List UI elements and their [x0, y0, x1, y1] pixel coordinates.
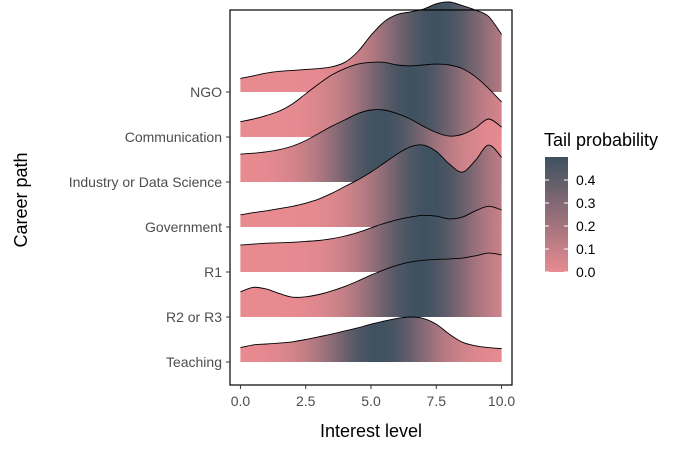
- ridge-communication: [240, 61, 502, 137]
- ridge-outline-government: [240, 144, 502, 216]
- legend-label-1: 0.3: [576, 195, 596, 211]
- x-tick-label-3: 7.5: [427, 393, 447, 409]
- y-tick-label-communication: Communication: [125, 129, 222, 145]
- x-axis-title: Interest level: [320, 421, 422, 441]
- y-tick-label-industry-or-data-science: Industry or Data Science: [69, 174, 223, 190]
- ridge-government: [240, 144, 502, 227]
- ridge-outline-teaching: [240, 316, 502, 349]
- x-tick-label-0: 0.0: [231, 393, 251, 409]
- x-tick-label-1: 2.5: [296, 393, 316, 409]
- ridge-area-teaching: [240, 317, 502, 362]
- legend-colorbar: [545, 157, 568, 272]
- y-tick-label-ngo: NGO: [190, 84, 222, 100]
- ridge-r2-or-r3: [240, 252, 502, 317]
- ridge-area-communication: [240, 61, 502, 137]
- x-tick-label-4: 10.0: [488, 393, 515, 409]
- y-tick-label-teaching: Teaching: [166, 354, 222, 370]
- ridge-outline-ngo: [240, 1, 502, 79]
- ridge-outline-industry-or-data-science: [240, 109, 502, 155]
- ridge-teaching: [240, 316, 502, 362]
- y-axis-title: Career path: [11, 152, 31, 247]
- ridge-outline-communication: [240, 61, 502, 123]
- ridge-outline-r1: [240, 205, 502, 246]
- legend: Tail probability 0.4 0.3 0.2 0.1 0.0: [544, 130, 658, 280]
- ridge-area-r1: [240, 206, 502, 272]
- y-axis: NGO Communication Industry or Data Science…: [69, 84, 230, 370]
- y-tick-label-r2-or-r3: R2 or R3: [166, 309, 222, 325]
- x-axis: 0.0 2.5 5.0 7.5 10.0: [231, 385, 515, 409]
- ridge-r1: [240, 205, 502, 272]
- legend-title: Tail probability: [544, 130, 658, 150]
- legend-label-0: 0.4: [576, 172, 596, 188]
- ridge-area-government: [240, 144, 502, 227]
- ridges: [240, 1, 502, 362]
- legend-label-2: 0.2: [576, 218, 596, 234]
- x-tick-label-2: 5.0: [361, 393, 381, 409]
- legend-label-3: 0.1: [576, 241, 596, 257]
- ridge-area-r2-or-r3: [240, 253, 502, 317]
- y-tick-label-government: Government: [145, 219, 222, 235]
- y-tick-label-r1: R1: [204, 264, 222, 280]
- ridge-outline-r2-or-r3: [240, 252, 502, 298]
- legend-label-4: 0.0: [576, 264, 596, 280]
